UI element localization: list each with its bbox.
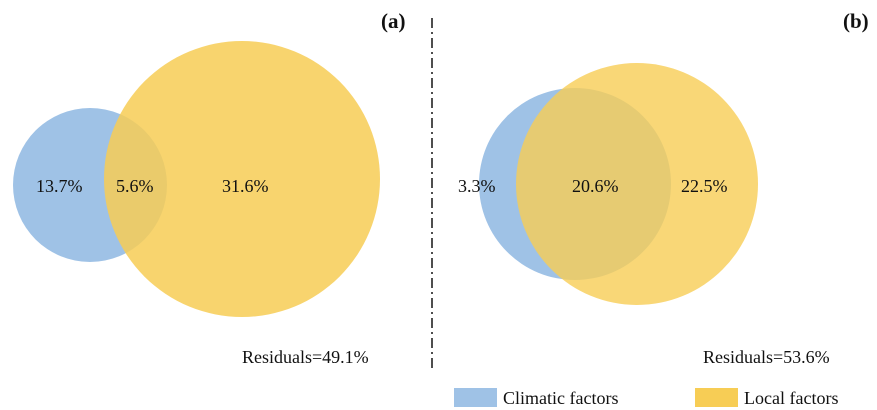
panel-a: (a) 13.7% 5.6% 31.6% Residuals=49.1% <box>13 9 406 367</box>
local-circle-b <box>516 63 758 305</box>
legend-swatch-climatic <box>454 388 497 407</box>
climatic-only-value-b: 3.3% <box>458 176 496 196</box>
local-circle-a <box>104 41 380 317</box>
legend-label-climatic: Climatic factors <box>503 388 618 408</box>
panel-b: (b) 3.3% 20.6% 22.5% Residuals=53.6% <box>458 9 869 367</box>
panel-label-b: (b) <box>843 9 869 33</box>
shared-value-b: 20.6% <box>572 176 619 196</box>
panel-label-a: (a) <box>381 9 406 33</box>
residuals-a: Residuals=49.1% <box>242 347 369 367</box>
climatic-only-value-a: 13.7% <box>36 176 83 196</box>
legend-label-local: Local factors <box>744 388 838 408</box>
legend-swatch-local <box>695 388 738 407</box>
local-only-value-a: 31.6% <box>222 176 269 196</box>
legend: Climatic factors Local factors <box>454 388 838 408</box>
local-only-value-b: 22.5% <box>681 176 728 196</box>
shared-value-a: 5.6% <box>116 176 154 196</box>
residuals-b: Residuals=53.6% <box>703 347 830 367</box>
